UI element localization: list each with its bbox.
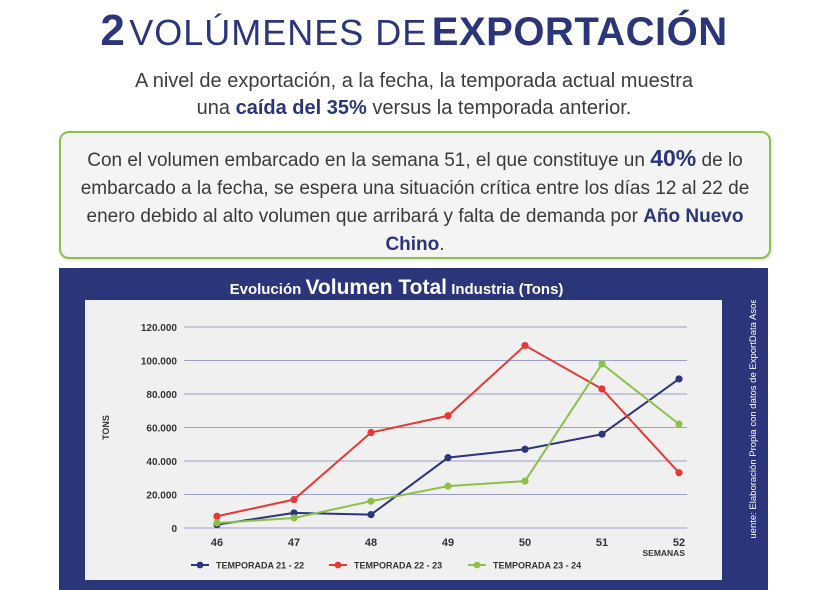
title-bold: EXPORTACIÓN — [431, 10, 728, 54]
chart-title-post: Industria (Tons) — [451, 281, 564, 298]
chart-title-pre: Evolución — [229, 281, 302, 298]
chart-area: 0 20.000 40.000 60.000 80.000 100.000 120.000 4… — [85, 300, 722, 580]
data-point — [521, 341, 529, 350]
data-point — [290, 509, 298, 517]
y-tick-label: 60.000 — [146, 424, 177, 435]
subtitle-line-2: una caída del 35% versus la temporada an… — [0, 95, 828, 122]
data-point — [367, 428, 375, 437]
y-tick-label: 40.000 — [146, 457, 177, 468]
subtitle-line-1: A nivel de exportación, a la fecha, la t… — [134, 70, 694, 92]
chart-panel: Evolución Volumen Total Industria (Tons)… — [59, 268, 768, 590]
subtitle-highlight: caída del 35% — [235, 97, 367, 119]
data-point — [598, 385, 606, 393]
subtitle-line-2-pre: una — [196, 97, 231, 119]
y-tick-label: 100.000 — [141, 357, 178, 368]
y-tick-label: 0 — [171, 524, 177, 535]
data-point — [675, 469, 683, 477]
y-tick-label: 80.000 — [146, 390, 177, 401]
callout-box: Con el volumen embarcado en la semana 51… — [59, 131, 771, 259]
legend-swatch-marker — [334, 561, 342, 569]
data-point — [290, 514, 298, 522]
legend-label: TEMPORADA 23 - 24 — [493, 561, 581, 571]
data-point — [367, 497, 375, 505]
legend-label: TEMPORADA 21 - 22 — [216, 561, 304, 571]
callout-part-3: . — [439, 234, 445, 255]
section-number: 2 — [100, 6, 125, 55]
callout-part-1: Con el volumen embarcado en la semana 51… — [87, 150, 645, 171]
subtitle: A nivel de exportación, a la fecha, la t… — [0, 68, 828, 122]
chart-title: Evolución Volumen Total Industria (Tons) — [59, 276, 734, 300]
data-point — [213, 512, 221, 520]
callout-text: Con el volumen embarcado en la semana 51… — [79, 144, 751, 259]
legend-swatch-marker — [473, 561, 481, 569]
source-text: Fuente: Elaboración Propia con datos de … — [748, 300, 759, 538]
data-point — [290, 495, 298, 504]
chart-title-bold: Volumen Total — [305, 276, 448, 299]
data-point — [213, 519, 221, 527]
data-point — [444, 412, 452, 420]
data-point — [444, 454, 452, 462]
subtitle-line-2-post: versus la temporada anterior. — [372, 97, 632, 119]
x-tick-label: 51 — [596, 537, 608, 549]
section-title: 2 VOLÚMENES DE EXPORTACIÓN — [0, 6, 828, 56]
x-tick-label: 49 — [442, 537, 454, 549]
legend-swatch-marker — [196, 561, 204, 569]
callout-highlight-percent: 40% — [650, 145, 697, 171]
data-point — [598, 360, 606, 368]
x-tick-label: 46 — [211, 537, 223, 549]
y-axis-label: TONS — [101, 415, 111, 440]
data-point — [675, 375, 683, 383]
callout-part-2: de lo embarcado a la fecha, se espera un… — [80, 150, 750, 227]
data-point — [521, 445, 529, 453]
data-point — [444, 482, 452, 490]
x-tick-label: 48 — [365, 537, 377, 549]
title-light: VOLÚMENES DE — [129, 12, 428, 53]
source-note: Fuente: Elaboración Propia con datos de … — [748, 300, 759, 538]
y-tick-label: 120.000 — [141, 323, 178, 334]
data-point — [521, 477, 529, 485]
x-axis-label: SEMANAS — [642, 548, 685, 558]
callout-highlight-holiday: Año Nuevo Chino — [385, 206, 744, 255]
x-tick-label: 50 — [519, 537, 531, 549]
data-point — [367, 511, 375, 519]
series-line — [216, 362, 680, 524]
series-line — [216, 378, 680, 526]
line-chart: 0 20.000 40.000 60.000 80.000 100.000 120.000 4… — [101, 323, 687, 571]
data-point — [598, 430, 606, 438]
y-tick-label: 20.000 — [146, 491, 177, 502]
x-tick-label: 47 — [288, 537, 300, 549]
data-point — [675, 420, 683, 428]
x-tick-label: 52 — [673, 537, 685, 549]
legend-label: TEMPORADA 22 - 23 — [354, 561, 442, 571]
